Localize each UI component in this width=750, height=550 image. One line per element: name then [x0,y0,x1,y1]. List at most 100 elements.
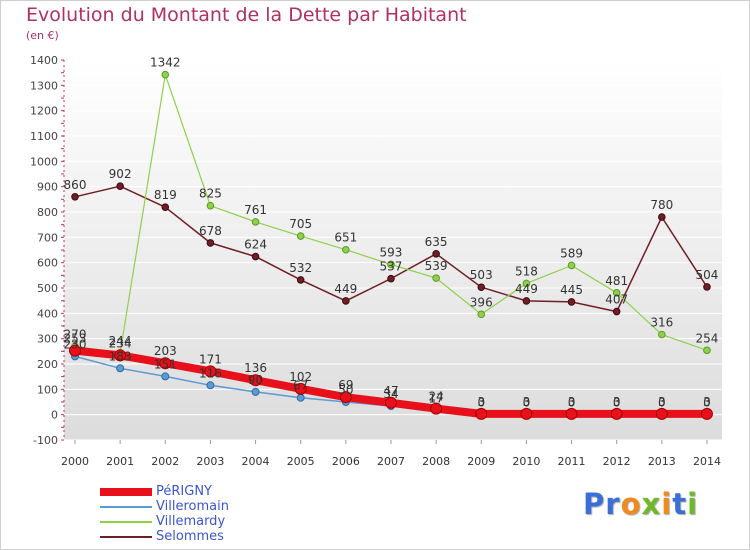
data-label: 902 [109,167,132,181]
legend-swatch [100,520,152,523]
data-label: 678 [199,224,222,238]
x-tick-label: 2010 [512,455,540,468]
data-label: 203 [154,344,177,358]
data-label: 532 [289,261,312,275]
data-point [612,307,621,316]
y-tick-label: -100 [33,434,58,447]
logo-letter: r [605,487,621,521]
data-point [296,393,305,402]
data-point [567,261,576,270]
legend-label: Villemardy [156,513,226,529]
data-point [432,274,440,282]
data-label: 3 [658,395,666,409]
data-label: 316 [650,316,673,330]
data-label: 537 [380,260,403,274]
data-point [339,391,352,404]
data-point [610,407,623,420]
legend-item: PéRIGNY [100,484,229,499]
data-label: 445 [560,283,583,297]
data-label: 69 [338,378,353,392]
data-label: 624 [244,238,267,252]
data-point [69,344,81,357]
data-label: 253 [64,332,87,346]
data-label: 780 [650,198,673,212]
data-point [296,276,305,284]
data-label: 90 [248,373,263,387]
data-label: 0 [477,396,485,410]
data-label: 635 [425,235,448,249]
data-label: 50 [338,383,353,397]
data-label: 3 [477,395,485,409]
legend-label: PéRIGNY [156,483,212,499]
data-point [204,365,217,378]
y-tick-label: 900 [37,181,58,194]
y-tick-label: 1000 [30,155,58,168]
data-point [206,201,215,210]
legend-swatch [100,487,152,496]
data-point [432,250,440,258]
data-point [71,193,79,201]
y-tick-label: 500 [37,282,58,295]
data-label: 17 [428,391,443,405]
data-label: 151 [154,357,177,371]
data-label: 593 [380,245,403,259]
data-label: 24 [428,390,443,404]
x-tick-label: 2004 [242,455,270,468]
data-point [612,289,621,297]
data-label: 254 [696,331,719,345]
y-tick-label: 700 [37,231,58,244]
data-point [342,245,350,254]
legend-item: Selommes [100,529,229,544]
data-label: 183 [109,349,132,363]
data-label: 67 [293,379,308,393]
data-label: 504 [696,268,719,282]
data-label: 234 [109,336,132,350]
data-point [296,232,305,240]
data-label: 3 [523,395,531,409]
data-point [655,407,668,420]
data-label: 3 [703,395,711,409]
data-label: 539 [425,259,448,273]
x-tick-label: 2001 [106,455,134,468]
chart-legend: PéRIGNY Villeromain Villemardy Selommes [100,484,229,544]
legend-swatch [100,535,152,538]
y-tick-label: 100 [37,383,58,396]
data-label: 0 [568,396,576,410]
y-tick-label: 1200 [30,105,58,118]
data-point [251,387,260,396]
data-label: 651 [334,231,357,245]
x-tick-label: 2002 [151,455,179,468]
data-label: 47 [383,384,398,398]
data-label: 171 [199,352,222,366]
y-tick-label: 1400 [30,54,58,67]
data-label: 407 [605,293,628,307]
data-label: 503 [470,268,493,282]
data-label: 116 [199,366,222,380]
data-point [116,182,124,190]
data-point [387,260,395,269]
data-label: 244 [109,334,132,348]
data-point [342,297,350,305]
data-label: 0 [658,396,666,410]
data-label: 102 [289,370,312,384]
plot-area [64,60,722,440]
x-tick-label: 2014 [693,455,721,468]
data-point [700,407,713,420]
data-point [522,279,531,288]
x-tick-label: 2012 [603,455,631,468]
logo-letter: i [687,487,699,521]
y-tick-label: 400 [37,307,58,320]
proxiti-logo: Proxiti [583,487,698,521]
x-tick-label: 2005 [287,455,315,468]
data-label: 761 [244,203,267,217]
data-point [522,297,531,305]
data-point [159,357,172,370]
data-point [703,346,711,355]
data-point [161,203,170,211]
chart-unit-label: (en €) [26,29,59,42]
data-label: 518 [515,264,538,278]
legend-swatch [100,505,152,508]
data-label: 230 [64,337,87,351]
data-label: 0 [523,396,531,410]
